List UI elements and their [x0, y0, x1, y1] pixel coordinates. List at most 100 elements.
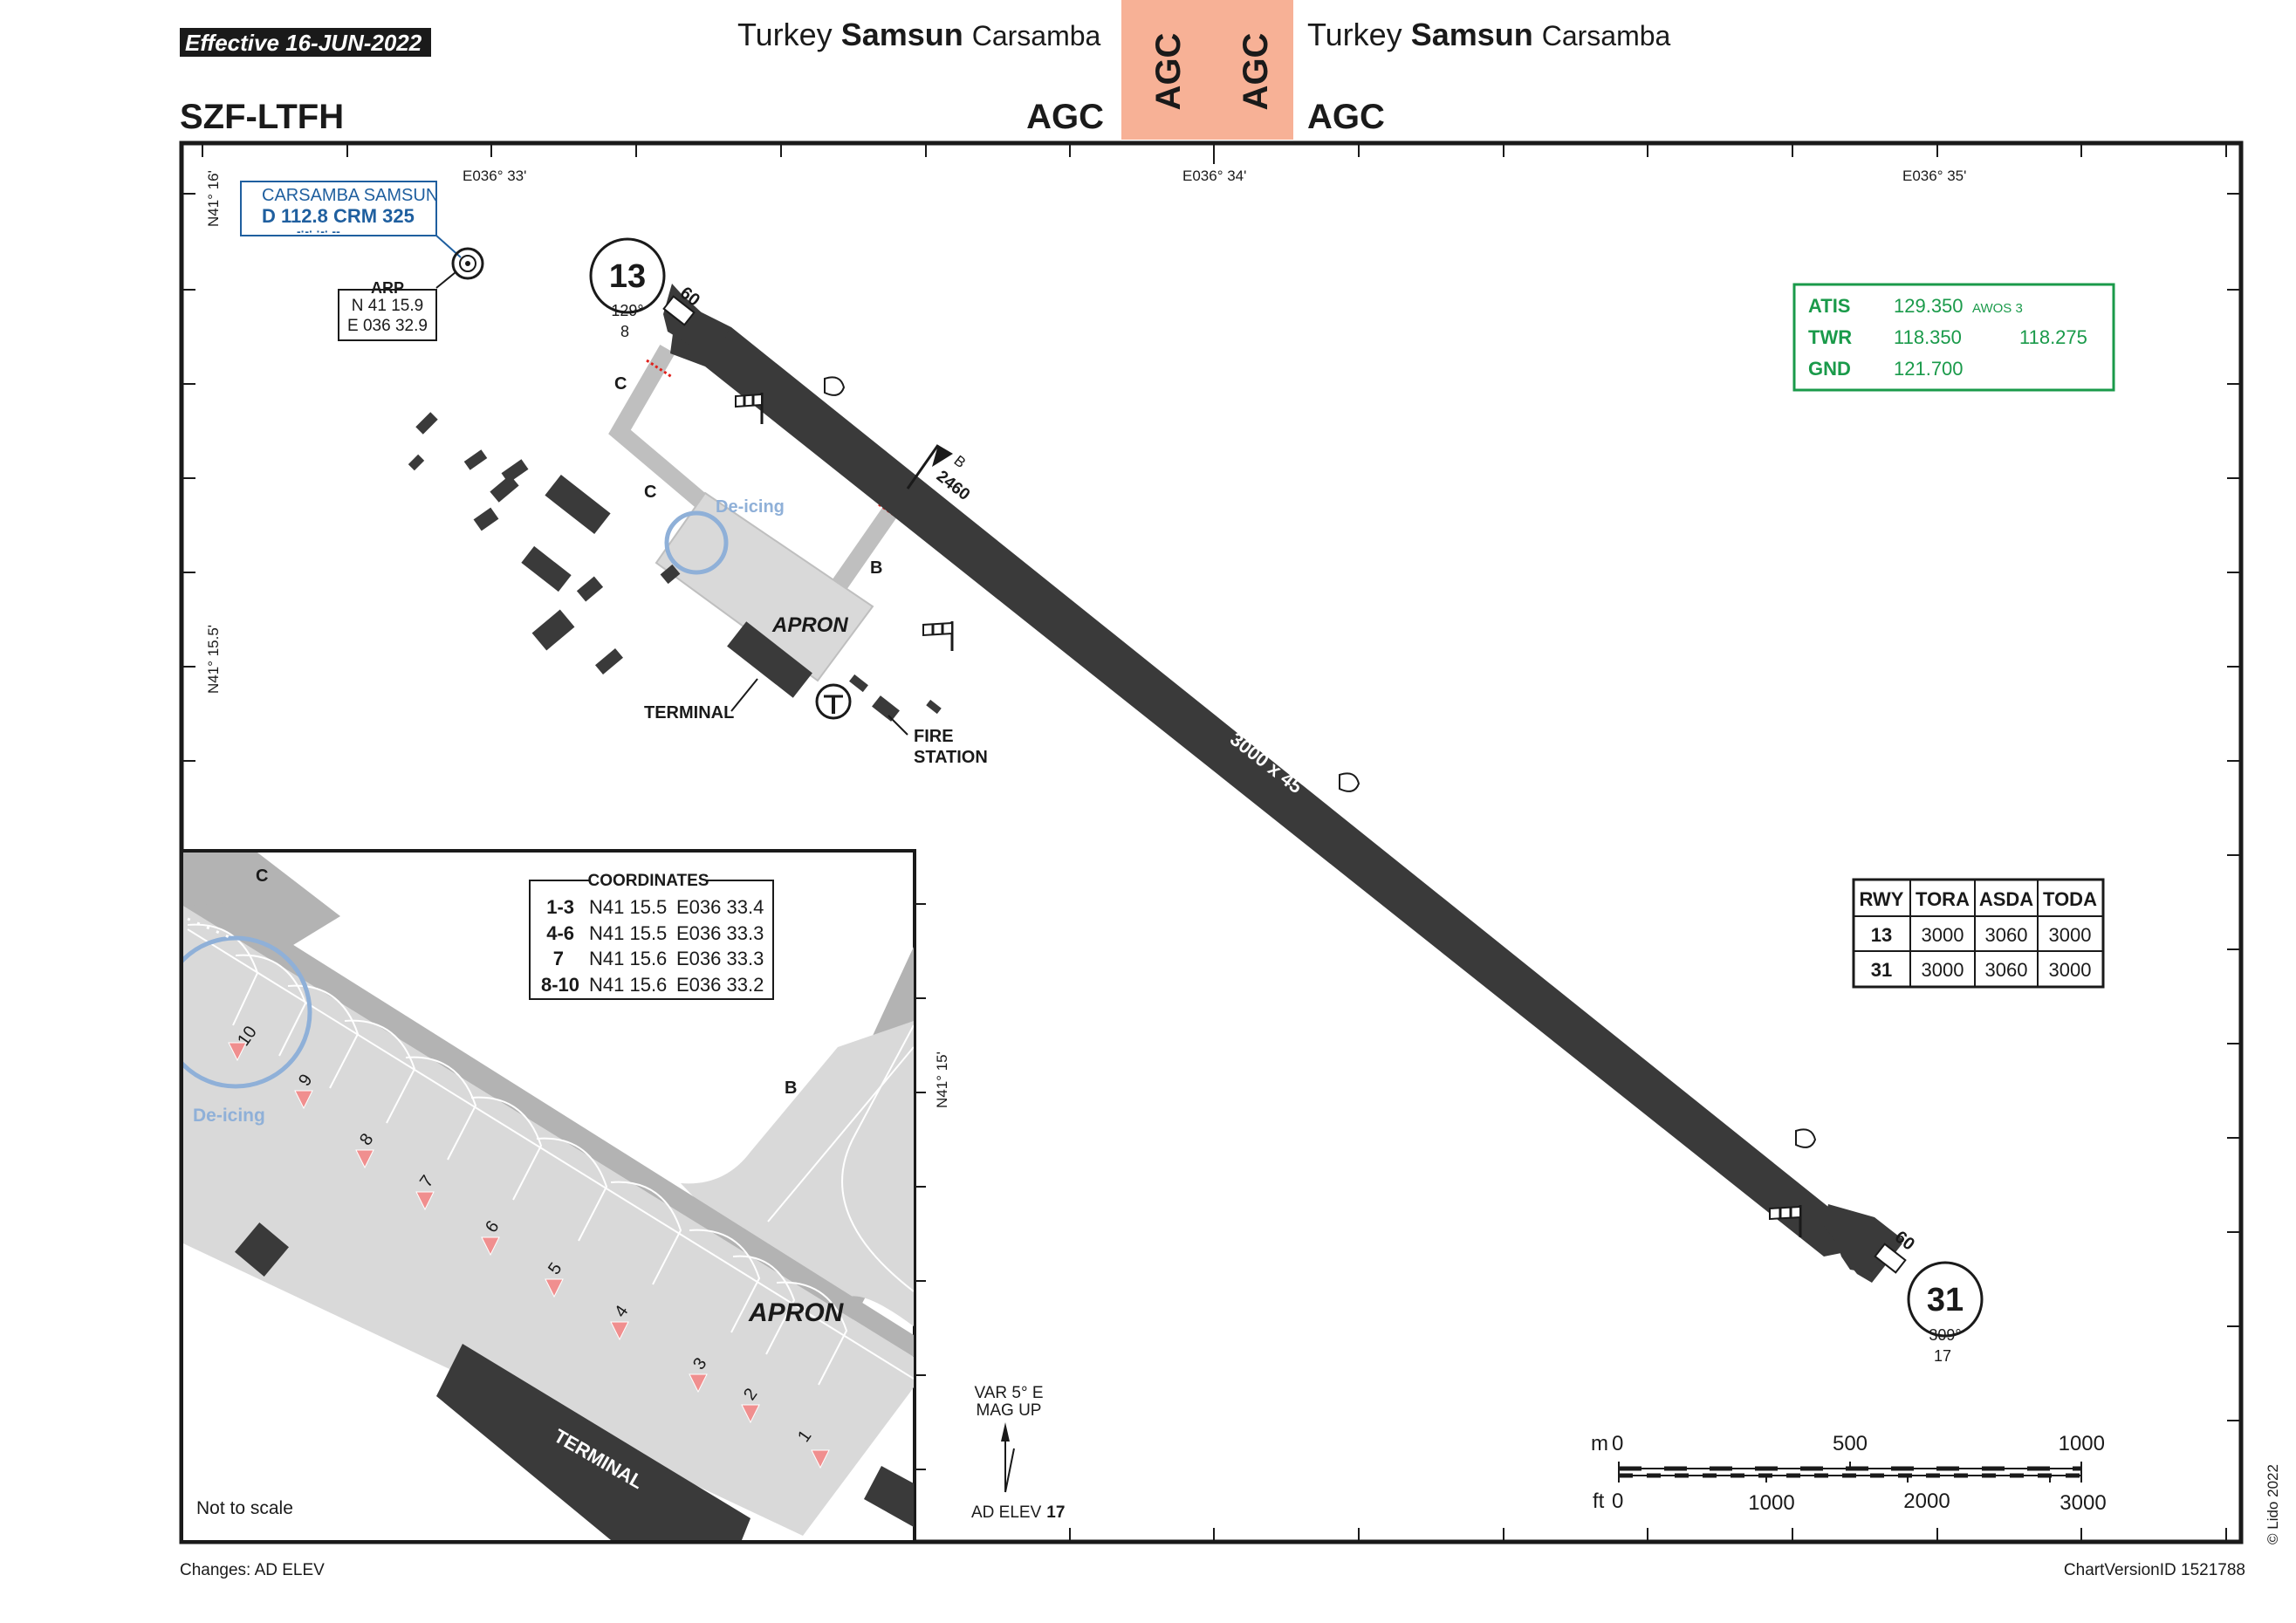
deicing-label: De-icing [716, 497, 785, 517]
scale-m-unit: m [1591, 1432, 1608, 1455]
lat-label-inset: N41° 15' [934, 1051, 950, 1108]
taxiway-c-label-2: C [644, 483, 656, 502]
threshold-13 [662, 295, 696, 326]
windsock-icon [922, 621, 953, 637]
inset-taxi-line-b [767, 1046, 914, 1222]
building [926, 699, 942, 715]
rwy31-heading: 309° [1929, 1326, 1961, 1344]
stands [228, 1042, 830, 1469]
stand-lead-in [287, 984, 360, 1089]
inset-deicing-label: De-icing [193, 1106, 265, 1126]
taxiway-c [608, 344, 711, 511]
taxiway-c-label-1: C [614, 374, 627, 394]
inset-terminal [436, 1344, 750, 1540]
freq-atis-value: 129.350 [1894, 295, 1964, 317]
arp-box: ARP N 41 15.9 E 036 32.9 [338, 279, 437, 341]
dd-cell: 13 [1871, 924, 1892, 946]
stand-marker [415, 1191, 435, 1211]
inset-deicing-area [183, 935, 312, 1089]
taxiways [608, 344, 907, 682]
airfield-labels: C C B De-icing APRON TERMINAL FIRE STATI… [614, 374, 988, 767]
inset-apron-join [681, 1021, 914, 1348]
stand-marker [481, 1236, 500, 1257]
inset-taxiway-c-label: C [256, 866, 268, 886]
stand-marker [545, 1278, 564, 1298]
lat-label-top: N41° 16' [205, 170, 222, 227]
apron-main [655, 491, 874, 682]
freq-gnd-value: 121.700 [1894, 358, 1964, 380]
chart-code-left: AGC [1026, 98, 1104, 136]
stand-lead-in [610, 1181, 682, 1285]
dd-cell: 3000 [1922, 959, 1964, 981]
ad-elev: AD ELEV 17 [971, 1503, 1065, 1522]
building [545, 475, 611, 534]
scale-ft-1000: 1000 [1748, 1491, 1794, 1515]
var-label: VAR 5° E [974, 1384, 1043, 1402]
scale-m-1000: 1000 [2059, 1432, 2105, 1455]
header: Effective 16-JUN-2022 Turkey Samsun Carsam… [180, 0, 1671, 140]
coord-stands: 1-3 [546, 896, 574, 918]
inset-apron [183, 906, 914, 1536]
inset-building [235, 1222, 289, 1277]
rwy13-elev: 8 [620, 323, 629, 340]
deicing-area [664, 510, 729, 575]
stand-lead-in [776, 1281, 848, 1386]
coordinates-box: COORDINATES 1-3 N41 15.5 E036 33.4 4-6 N… [529, 869, 774, 1000]
windsock-3 [1769, 1205, 1802, 1237]
coord-stands: 7 [553, 948, 564, 969]
stand-lead-in [470, 1096, 543, 1201]
chart-code-right: AGC [1307, 98, 1385, 136]
scale-m-0: 0 [1612, 1432, 1623, 1455]
dd-cell: 3000 [2049, 959, 2092, 981]
fire-station-building [872, 695, 900, 722]
building [415, 412, 438, 435]
coord-lat: N41 15.6 [589, 948, 667, 969]
navaid-name: CARSAMBA SAMSUN [262, 186, 438, 205]
stand-lead-in [536, 1137, 608, 1242]
scale-ft-2000: 2000 [1903, 1489, 1950, 1513]
building [660, 564, 681, 585]
footer: Changes: AD ELEV ChartVersionID 1521788 … [180, 1464, 2281, 1579]
agc-tab [1121, 0, 1293, 140]
north-arrow-icon [1001, 1422, 1010, 1442]
stand-marker [294, 1090, 313, 1110]
stand-lead-in [405, 1056, 477, 1161]
terminal-label: TERMINAL [644, 703, 734, 722]
building [531, 609, 575, 651]
taxiway-b [826, 494, 907, 599]
dd-cell: 3000 [2049, 924, 2092, 946]
coord-lon: E036 33.4 [676, 896, 764, 918]
effective-box [180, 28, 431, 57]
threshold-31 [1874, 1243, 1907, 1274]
terminal-building [727, 621, 812, 698]
building [576, 576, 604, 602]
rwy31-number: 31 [1927, 1282, 1964, 1318]
stand-marker [610, 1321, 629, 1341]
declared-distances-table: RWY TORA ASDA TODA 13 3000 3060 3000 31 … [1852, 878, 2105, 989]
scale-ft-3000: 3000 [2060, 1491, 2106, 1515]
stand-marker [228, 1042, 247, 1062]
lon-label-1: E036° 33' [463, 168, 526, 184]
changes-note: Changes: AD ELEV [180, 1561, 325, 1579]
dd-cell: 3060 [1985, 959, 2028, 981]
agc-tab-left: AGC [1149, 33, 1188, 111]
dd-header-tora: TORA [1916, 888, 1970, 910]
building [490, 475, 519, 503]
freq-atis-awos: AWOS 3 [1972, 301, 2023, 316]
coord-lon: E036 33.2 [676, 974, 764, 996]
coord-stands: 4-6 [546, 922, 574, 944]
coord-lon: E036 33.3 [676, 948, 764, 969]
coordinate-labels: E036° 33' E036° 34' E036° 35' N41° 16' N… [205, 168, 1966, 1108]
airport-ident: SZF-LTFH [180, 98, 344, 136]
coord-lat: N41 15.5 [589, 896, 667, 918]
inset-building [864, 1466, 914, 1527]
light-icon [824, 376, 846, 396]
taxiway-b-label: B [870, 558, 882, 578]
windsock-1 [735, 393, 764, 424]
navaid-vor: CARSAMBA SAMSUN D 112.8 CRM 325 -·-· ·-·… [240, 181, 484, 289]
navaid-morse: -·-· ·-· -- [297, 224, 340, 238]
fire-station-label-2: STATION [914, 748, 988, 767]
copyright: © Lido 2022 [2265, 1464, 2281, 1544]
runway-designator-13: 13 129° 8 [589, 237, 666, 340]
runway-surface [670, 301, 1902, 1283]
